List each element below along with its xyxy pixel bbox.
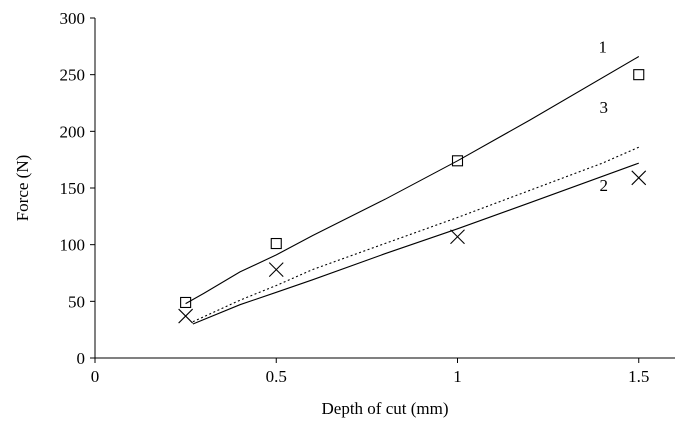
x-tick-label: 0.5 — [266, 367, 287, 386]
markers — [178, 69, 647, 324]
cross-marker — [631, 170, 647, 186]
cross-marker — [450, 229, 465, 245]
series-line-2 — [192, 162, 639, 325]
curve-label-2: 2 — [600, 176, 609, 195]
y-tick-label: 100 — [60, 236, 86, 255]
square-marker — [180, 296, 192, 309]
x-axis-title: Depth of cut (mm) — [322, 399, 449, 418]
y-axis-title: Force (N) — [13, 155, 32, 222]
x-tick-label: 1 — [453, 367, 462, 386]
square-marker — [633, 69, 645, 81]
plot-area: 0 0.5 1 1.5 0 50 100 150 200 250 300 1 2 3 — [60, 9, 675, 386]
series-line-1 — [185, 56, 640, 305]
square-marker — [270, 237, 282, 250]
curve-label-3: 3 — [600, 98, 609, 117]
cross-marker — [178, 308, 194, 324]
y-tick-label: 150 — [60, 179, 86, 198]
y-tick-label: 300 — [60, 9, 86, 28]
x-ticks: 0 0.5 1 1.5 — [91, 358, 649, 386]
x-tick-label: 1.5 — [628, 367, 649, 386]
y-tick-label: 250 — [60, 66, 86, 85]
cross-marker — [268, 262, 284, 277]
x-tick-label: 0 — [91, 367, 100, 386]
y-tick-label: 0 — [77, 349, 86, 368]
square-marker — [451, 155, 464, 167]
y-ticks: 0 50 100 150 200 250 300 — [60, 9, 95, 368]
y-tick-label: 200 — [60, 122, 86, 141]
curve-labels: 1 2 3 — [599, 38, 609, 196]
y-tick-label: 50 — [68, 292, 85, 311]
series-line-3 — [192, 146, 640, 323]
series-lines — [185, 56, 640, 325]
curve-label-1: 1 — [599, 38, 608, 57]
